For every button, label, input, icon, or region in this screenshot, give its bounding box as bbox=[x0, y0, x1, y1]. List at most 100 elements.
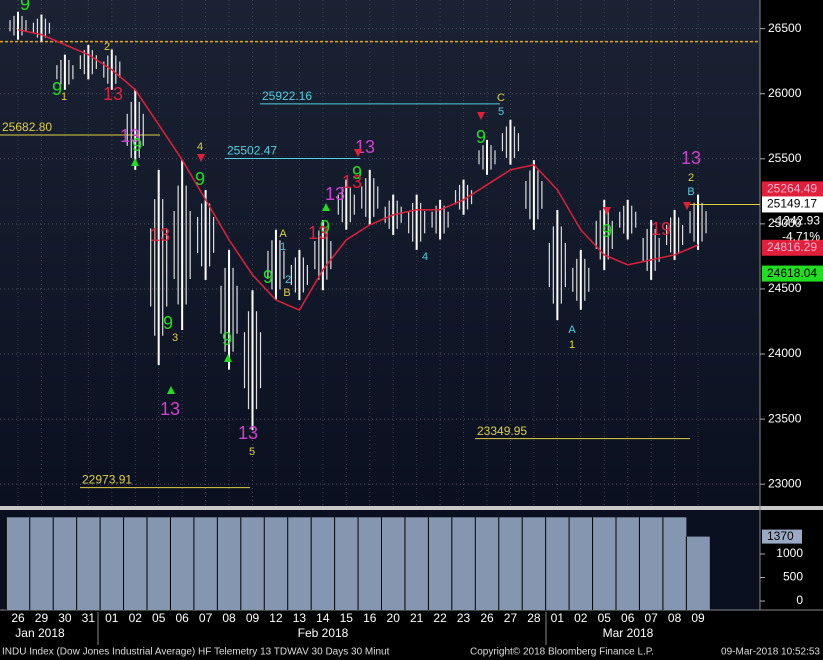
count-label: 9 bbox=[195, 169, 205, 189]
signal-arrow bbox=[197, 154, 205, 162]
x-tick-label: 27 bbox=[504, 611, 518, 625]
y-tick-label: 24500 bbox=[768, 281, 802, 295]
x-tick-label: 12 bbox=[269, 611, 283, 625]
y-tick-label: 25500 bbox=[768, 151, 802, 165]
x-tick-label: 20 bbox=[387, 611, 401, 625]
x-tick-label: 26 bbox=[11, 611, 25, 625]
signal-arrow bbox=[354, 149, 362, 157]
count-label: B bbox=[283, 287, 290, 299]
count-label: A bbox=[568, 324, 576, 336]
volume-bar bbox=[569, 517, 593, 611]
count-label: 13 bbox=[238, 423, 258, 443]
count-label: 13 bbox=[150, 225, 170, 245]
x-tick-label: 29 bbox=[35, 611, 49, 625]
volume-bar bbox=[123, 517, 147, 611]
volume-bar bbox=[616, 517, 640, 611]
signal-arrow bbox=[131, 158, 139, 166]
y-tick-label: 23500 bbox=[768, 411, 802, 425]
signal-arrow bbox=[683, 202, 691, 210]
volume-bar bbox=[475, 517, 499, 611]
x-tick-label: 08 bbox=[668, 611, 682, 625]
month-label: Feb 2018 bbox=[298, 626, 349, 640]
signal-arrow bbox=[167, 386, 175, 394]
volume-bar bbox=[76, 517, 101, 611]
count-label: 1 bbox=[280, 241, 286, 253]
count-label: 19 bbox=[651, 219, 671, 239]
x-tick-label: 15 bbox=[340, 611, 354, 625]
count-label: 9 bbox=[320, 217, 330, 237]
x-tick-label: 31 bbox=[82, 611, 96, 625]
price-label: 24618.04 bbox=[767, 266, 817, 280]
volume-bar bbox=[639, 517, 663, 611]
volume-bar bbox=[686, 536, 710, 611]
y-tick-label: 24000 bbox=[768, 346, 802, 360]
volume-bar bbox=[29, 517, 54, 611]
volume-bar bbox=[6, 517, 30, 611]
volume-bar bbox=[545, 517, 570, 611]
signal-arrow bbox=[477, 112, 485, 120]
x-tick-label: 01 bbox=[551, 611, 565, 625]
count-label: 4 bbox=[197, 141, 203, 153]
volume-label-box bbox=[762, 529, 802, 544]
count-label: 9 bbox=[263, 267, 273, 287]
count-label: 9 bbox=[352, 163, 362, 183]
x-tick-label: 30 bbox=[58, 611, 72, 625]
price-label: 25264.49 bbox=[767, 182, 817, 196]
price-label: 24816.29 bbox=[767, 240, 817, 254]
x-tick-label: 01 bbox=[105, 611, 119, 625]
x-tick-label: 28 bbox=[527, 611, 541, 625]
level-label: 22973.91 bbox=[82, 473, 132, 487]
volume-bar bbox=[662, 517, 687, 611]
level-label: 23349.95 bbox=[477, 424, 527, 438]
footer-center: Copyright© 2018 Bloomberg Finance L.P. bbox=[470, 647, 654, 658]
x-tick-label: 23 bbox=[457, 611, 471, 625]
count-label: 2 bbox=[688, 172, 694, 184]
signal-arrow bbox=[603, 207, 611, 215]
volume-bar bbox=[592, 517, 616, 611]
count-label: 9 bbox=[132, 135, 142, 155]
signal-arrow bbox=[224, 354, 232, 362]
volume-bar bbox=[53, 517, 77, 611]
volume-bar bbox=[404, 517, 429, 611]
count-label: 13 bbox=[325, 184, 345, 204]
count-label: 9 bbox=[476, 127, 486, 147]
volume-bar bbox=[334, 517, 359, 611]
moving-average-line bbox=[17, 28, 699, 311]
x-tick-label: 13 bbox=[293, 611, 307, 625]
count-label: 1 bbox=[61, 91, 67, 103]
x-tick-label: 22 bbox=[433, 611, 447, 625]
count-label: 13 bbox=[342, 172, 362, 192]
count-label: 9 bbox=[20, 0, 30, 14]
level-label: 25922.16 bbox=[262, 89, 312, 103]
pct-change: -4.71% bbox=[782, 230, 820, 244]
count-label: 9 bbox=[602, 221, 612, 241]
x-tick-label: 08 bbox=[222, 611, 236, 625]
count-label: 13 bbox=[103, 84, 123, 104]
volume-bar bbox=[264, 517, 288, 611]
y2-tick-label: 500 bbox=[783, 570, 803, 584]
volume-bar bbox=[451, 517, 476, 611]
count-label: 13 bbox=[681, 148, 701, 168]
x-tick-label: 09 bbox=[691, 611, 705, 625]
y2-tick-label: 1000 bbox=[776, 546, 803, 560]
month-label: Mar 2018 bbox=[603, 626, 654, 640]
x-tick-label: 16 bbox=[363, 611, 377, 625]
volume-bar bbox=[287, 517, 312, 611]
count-label: 5 bbox=[249, 446, 255, 458]
count-label: C bbox=[497, 92, 505, 104]
x-tick-label: 07 bbox=[199, 611, 213, 625]
y-tick-label: 26500 bbox=[768, 21, 802, 35]
volume-bar bbox=[358, 517, 382, 611]
y2-tick-label: 0 bbox=[796, 593, 803, 607]
footer-left: INDU Index (Dow Jones Industrial Average… bbox=[2, 647, 390, 658]
count-label: 9 bbox=[52, 79, 62, 99]
count-label: 9 bbox=[222, 329, 232, 349]
count-label: 9 bbox=[163, 313, 173, 333]
y-tick-label: 23000 bbox=[768, 476, 802, 490]
volume-bar bbox=[217, 517, 241, 611]
footer-right: 09-Mar-2018 10:52:53 bbox=[721, 647, 820, 658]
x-tick-label: 14 bbox=[316, 611, 330, 625]
count-label: 13 bbox=[120, 126, 140, 146]
price-label-box bbox=[762, 265, 823, 282]
